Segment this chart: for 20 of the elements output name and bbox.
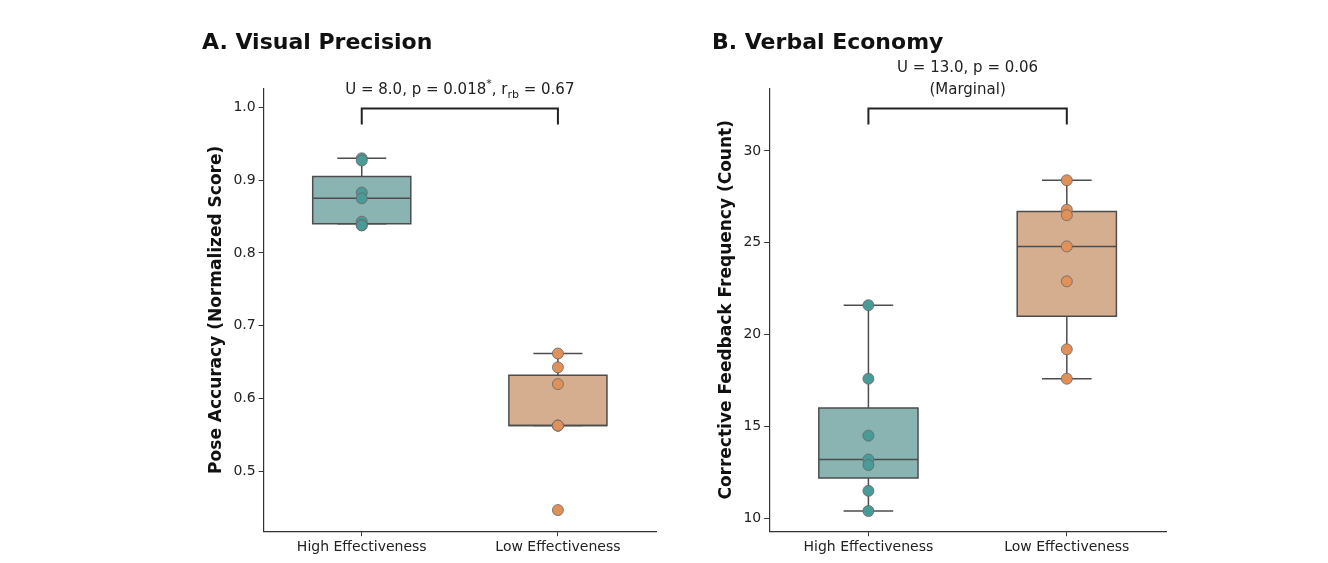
y-tick-label: 0.9 xyxy=(233,170,256,187)
chart-title: B. Verbal Economy xyxy=(712,28,944,54)
y-tick-label: 25 xyxy=(743,233,762,250)
y-tick-label: 20 xyxy=(743,325,762,342)
y-tick-label: 15 xyxy=(743,417,762,434)
y-axis-title: Pose Accuracy (Normalized Score) xyxy=(204,145,225,474)
y-tick-label: 30 xyxy=(743,141,762,158)
chart-title: A. Visual Precision xyxy=(202,28,433,54)
x-tick-label: Low Effectiveness xyxy=(1004,538,1130,555)
y-axis-title: Corrective Feedback Frequency (Count) xyxy=(714,120,735,500)
annotation: U = 13.0, p = 0.06 (Marginal) xyxy=(897,58,1039,99)
y-tick-label: 0.7 xyxy=(233,316,256,333)
x-tick-label: High Effectiveness xyxy=(803,538,934,555)
y-tick-label: 0.6 xyxy=(233,389,256,406)
y-tick-label: 1.0 xyxy=(233,97,256,114)
y-tick-label: 0.5 xyxy=(233,462,256,479)
y-tick-label: 0.8 xyxy=(233,243,256,260)
x-tick-label: High Effectiveness xyxy=(296,538,427,555)
x-tick-label: Low Effectiveness xyxy=(495,538,621,555)
y-tick-label: 10 xyxy=(743,508,762,525)
